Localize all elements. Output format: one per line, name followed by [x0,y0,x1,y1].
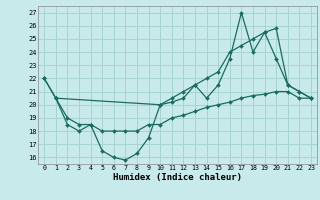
X-axis label: Humidex (Indice chaleur): Humidex (Indice chaleur) [113,173,242,182]
